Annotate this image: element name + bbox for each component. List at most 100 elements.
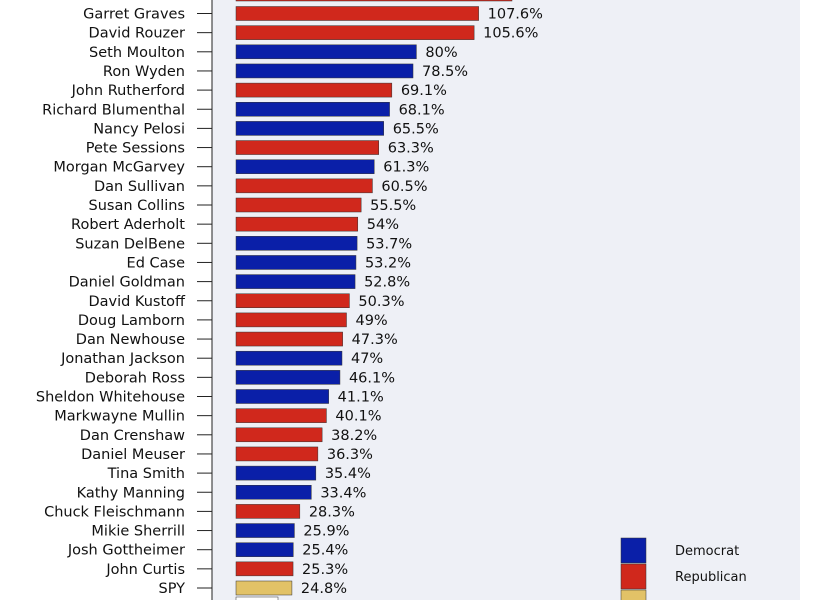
category-label: Nancy Pelosi: [93, 121, 185, 137]
data-label: 80%: [425, 45, 457, 61]
category-label: SPY: [159, 581, 186, 597]
category-label: David Kustoff: [88, 294, 186, 310]
bar: [235, 274, 356, 289]
bar: [235, 350, 343, 366]
bars-layer: Garret Graves 107.6% David Rouzer 105.6% Set…: [36, 6, 543, 597]
data-label: 60.5%: [381, 179, 427, 195]
data-label: 50.3%: [358, 294, 404, 310]
bar: [235, 293, 350, 308]
bar: [235, 140, 379, 155]
category-label: Seth Moulton: [89, 45, 185, 61]
category-label: John Rutherford: [71, 83, 185, 99]
data-label: 55.5%: [370, 198, 416, 214]
bar: [235, 255, 357, 270]
data-label: 107.6%: [488, 7, 543, 23]
bar: [235, 178, 373, 194]
data-label: 25.9%: [303, 524, 349, 540]
data-label: 65.5%: [393, 121, 439, 137]
data-label: 28.3%: [309, 504, 355, 520]
legend-swatch: [620, 537, 647, 564]
category-label: Kathy Manning: [77, 485, 185, 501]
category-label: John Curtis: [105, 562, 185, 578]
category-label: Daniel Goldman: [69, 275, 185, 291]
data-label: 25.4%: [302, 543, 348, 559]
bar: [235, 121, 384, 136]
data-label: 36.3%: [327, 447, 373, 463]
data-label: 69.1%: [401, 83, 447, 99]
category-label: Richard Blumenthal: [42, 102, 185, 118]
data-label: 46.1%: [349, 370, 395, 386]
category-label: Doug Lamborn: [78, 313, 185, 329]
bar-partial-top: [235, 0, 513, 2]
data-label: 68.1%: [399, 102, 445, 118]
bar: [235, 446, 319, 462]
category-label: Jonathan Jackson: [60, 351, 185, 367]
data-label: 61.3%: [383, 160, 429, 176]
category-label: Morgan McGarvey: [53, 160, 185, 176]
bar: [235, 331, 343, 347]
bar: [235, 523, 295, 538]
data-label: 47.3%: [352, 332, 398, 348]
legend-label: Republican: [675, 570, 747, 585]
bar-partial-bottom: [235, 596, 279, 600]
category-label: Josh Gottheimer: [67, 543, 185, 559]
data-label: 24.8%: [301, 581, 347, 597]
bar: [235, 370, 341, 385]
bar: [235, 82, 393, 98]
category-label: Tina Smith: [107, 466, 185, 482]
category-label: Dan Crenshaw: [80, 428, 185, 444]
bar: [235, 580, 293, 596]
data-label: 105.6%: [483, 26, 538, 42]
legend-swatch: [620, 563, 647, 590]
category-label: Ed Case: [127, 255, 186, 271]
data-label: 41.1%: [338, 390, 384, 406]
data-label: 63.3%: [388, 141, 434, 157]
data-label: 49%: [355, 313, 387, 329]
category-label: Robert Aderholt: [71, 217, 185, 233]
category-label: Daniel Meuser: [81, 447, 185, 463]
bar: [235, 236, 358, 251]
data-label: 47%: [351, 351, 383, 367]
category-label: Sheldon Whitehouse: [36, 390, 185, 406]
bar: [235, 427, 323, 443]
category-label: Chuck Fleischmann: [44, 504, 185, 520]
category-label: Deborah Ross: [85, 370, 185, 386]
bar: [235, 6, 479, 21]
bar: [235, 485, 312, 500]
data-label: 35.4%: [325, 466, 371, 482]
bar: [235, 312, 347, 328]
bar: [235, 44, 417, 60]
data-label: 33.4%: [320, 485, 366, 501]
bar: [235, 561, 294, 577]
data-label: 53.2%: [365, 255, 411, 271]
bar: [235, 389, 329, 404]
bar: [235, 408, 327, 423]
bar: [235, 25, 475, 40]
category-label: Dan Sullivan: [94, 179, 185, 195]
data-label: 53.7%: [366, 236, 412, 252]
category-label: Suzan DelBene: [75, 236, 185, 252]
bar: [235, 197, 362, 213]
category-label: Ron Wyden: [103, 64, 185, 80]
bar: [235, 504, 301, 519]
category-label: Garret Graves: [83, 7, 185, 23]
legend: Democrat Republican: [620, 537, 747, 600]
data-label: 40.1%: [335, 409, 381, 425]
category-label: David Rouzer: [89, 26, 185, 42]
data-label: 25.3%: [302, 562, 348, 578]
bar: [235, 216, 359, 232]
category-label: Susan Collins: [89, 198, 185, 214]
legend-label: Democrat: [675, 544, 739, 559]
category-label: Markwayne Mullin: [54, 409, 185, 425]
bar: [235, 102, 390, 117]
category-label: Mikie Sherrill: [91, 524, 185, 540]
bar: [235, 542, 294, 557]
data-label: 38.2%: [331, 428, 377, 444]
data-label: 52.8%: [364, 275, 410, 291]
category-label: Pete Sessions: [86, 141, 185, 157]
bar: [235, 465, 317, 481]
data-label: 54%: [367, 217, 399, 233]
bar: [235, 63, 414, 79]
